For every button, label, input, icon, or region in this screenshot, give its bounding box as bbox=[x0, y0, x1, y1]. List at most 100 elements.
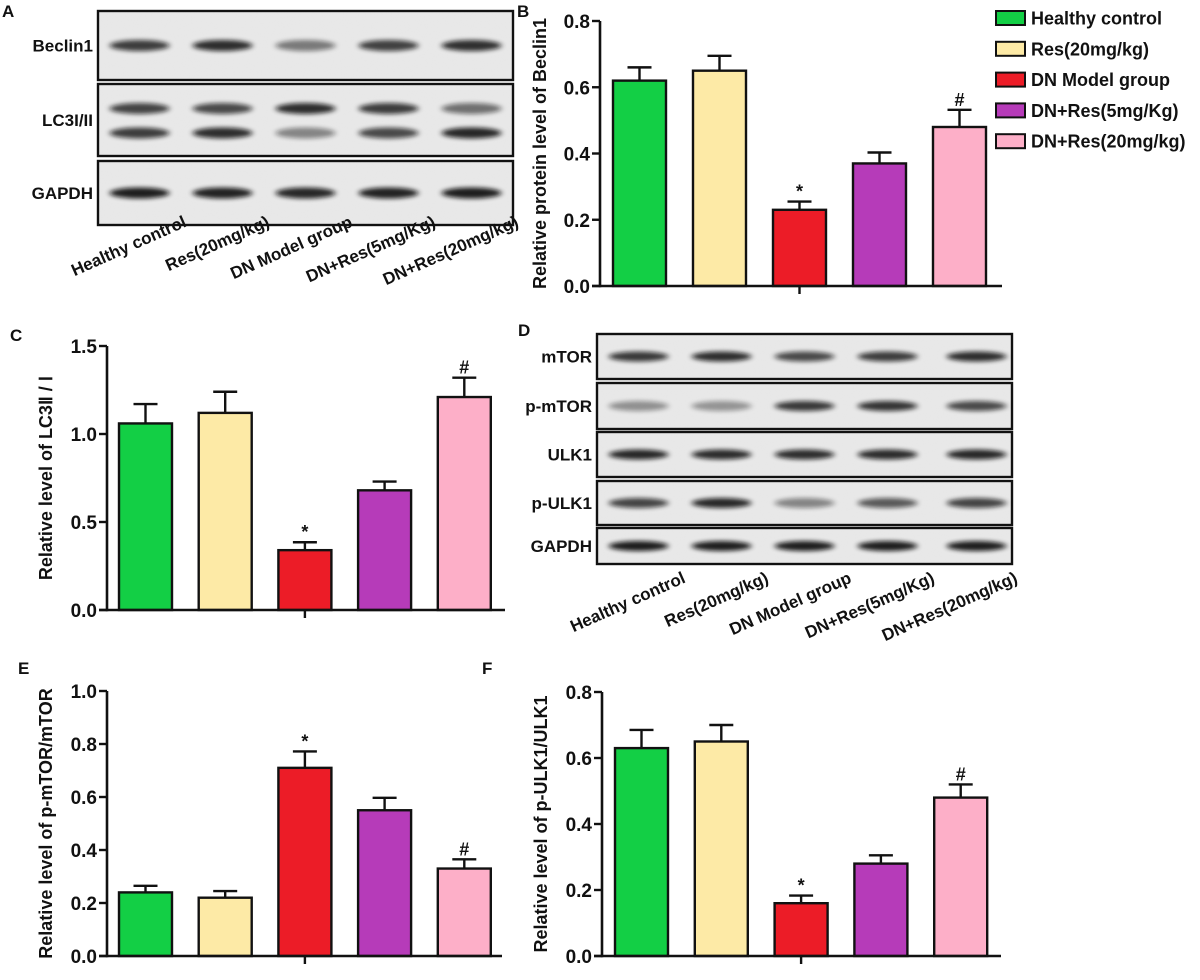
blot-row-label: p-mTOR bbox=[525, 397, 592, 416]
significance-hash: # bbox=[954, 90, 964, 110]
panel-letter-a: A bbox=[2, 2, 14, 21]
blot-row-label: GAPDH bbox=[32, 184, 93, 203]
blot-texture bbox=[99, 85, 512, 155]
protein-band bbox=[192, 40, 253, 51]
bar-dn-res-20mg-kg bbox=[933, 796, 989, 958]
y-tick-label: 0.8 bbox=[566, 683, 592, 704]
significance-asterisk: * bbox=[301, 731, 308, 751]
bar-dn-res-5mg-kg bbox=[851, 162, 908, 288]
protein-band bbox=[946, 449, 1007, 460]
protein-band bbox=[774, 449, 835, 460]
protein-band bbox=[774, 498, 835, 508]
y-tick-label: 0.0 bbox=[71, 601, 97, 622]
y-tick-label: 0.6 bbox=[564, 78, 590, 99]
protein-band bbox=[691, 541, 752, 551]
panel-letter-d: D bbox=[518, 321, 530, 340]
legend-item-dn-res-20mg-kg: DN+Res(20mg/kg) bbox=[995, 132, 1186, 152]
protein-band bbox=[608, 401, 669, 411]
protein-band bbox=[275, 127, 336, 139]
y-tick-label: 0.8 bbox=[71, 735, 97, 756]
legend-swatch bbox=[995, 133, 1026, 150]
panel-letter-b: B bbox=[517, 2, 529, 21]
protein-band bbox=[192, 102, 253, 114]
y-tick-label: 0.6 bbox=[71, 788, 97, 809]
protein-band bbox=[358, 127, 419, 139]
blot-row-p-mtor: p-mTOR bbox=[525, 381, 1014, 431]
significance-asterisk: * bbox=[301, 522, 308, 542]
y-tick-label: 0.2 bbox=[71, 894, 97, 915]
blot-row-label: LC3I/II bbox=[42, 111, 93, 130]
legend-swatch bbox=[995, 40, 1026, 57]
bar-dn-res-5mg-kg bbox=[853, 862, 909, 958]
legend-item-healthy-control: Healthy control bbox=[995, 9, 1162, 29]
protein-band bbox=[192, 187, 253, 199]
y-tick-label: 0.4 bbox=[71, 841, 98, 862]
protein-band bbox=[691, 351, 752, 362]
bar-dn-model-group bbox=[277, 548, 333, 612]
legend-label: DN+Res(5mg/Kg) bbox=[1031, 101, 1179, 121]
protein-band bbox=[608, 351, 669, 362]
protein-band bbox=[857, 498, 918, 508]
legend-item-dn-res-5mg-kg: DN+Res(5mg/Kg) bbox=[995, 101, 1179, 121]
bar-healthy-control bbox=[117, 422, 174, 612]
bar-res-20mg-kg bbox=[197, 411, 253, 612]
y-tick-label: 1.0 bbox=[71, 682, 97, 703]
protein-band bbox=[946, 401, 1007, 411]
protein-band bbox=[275, 40, 336, 51]
y-tick-label: 0.0 bbox=[566, 947, 592, 968]
protein-band bbox=[358, 40, 419, 51]
y-axis-label: Relative level of LC3Ⅱ / Ⅰ bbox=[36, 376, 56, 580]
protein-band bbox=[358, 187, 419, 199]
bar-dn-model-group bbox=[773, 902, 829, 958]
protein-band bbox=[857, 541, 918, 551]
legend-item-dn-model-group: DN Model group bbox=[995, 70, 1170, 90]
legend-swatch bbox=[995, 102, 1026, 119]
bar-res-20mg-kg bbox=[197, 896, 253, 958]
bar-res-20mg-kg bbox=[693, 740, 749, 958]
y-tick-label: 1.0 bbox=[71, 425, 97, 446]
blot-row-p-ulk1: p-ULK1 bbox=[532, 479, 1014, 527]
bar-dn-model-group bbox=[771, 208, 828, 288]
protein-band bbox=[857, 401, 918, 411]
bar-chart-lc3: * #0.0 0.5 1.0 1.5 Relative level of LC3Ⅱ / Ⅰ bbox=[36, 337, 505, 622]
blot-row-ulk1: ULK1 bbox=[548, 430, 1014, 479]
protein-band bbox=[608, 449, 669, 460]
y-tick-label: 0.2 bbox=[566, 881, 592, 902]
bar-dn-res-5mg-kg bbox=[356, 809, 413, 958]
bar-dn-res-20mg-kg bbox=[931, 125, 988, 288]
y-tick-label: 0.0 bbox=[71, 947, 97, 968]
blot-row-gapdh: GAPDH bbox=[531, 526, 1014, 566]
protein-band bbox=[441, 102, 502, 114]
significance-hash: # bbox=[459, 839, 469, 859]
bar-chart-p-ulk1: * #0.0 0.2 0.4 0.6 0.8 Relative level of p-ULK… bbox=[531, 683, 1001, 968]
y-tick-label: 0.5 bbox=[71, 513, 98, 534]
legend-label: DN Model group bbox=[1031, 70, 1170, 90]
bar-healthy-control bbox=[117, 891, 174, 958]
legend-label: Res(20mg/kg) bbox=[1031, 39, 1149, 59]
protein-band bbox=[109, 187, 170, 199]
y-tick-label: 0.0 bbox=[564, 277, 590, 298]
y-tick-label: 0.4 bbox=[564, 145, 591, 166]
panel-letter-c: C bbox=[10, 326, 22, 345]
bar-dn-model-group bbox=[277, 766, 333, 958]
legend-label: Healthy control bbox=[1031, 9, 1162, 29]
legend: Healthy control Res(20mg/kg) DN Model grou… bbox=[995, 9, 1186, 152]
blot-row-label: Beclin1 bbox=[33, 37, 93, 56]
blot-row-label: mTOR bbox=[541, 348, 592, 367]
protein-band bbox=[441, 187, 502, 199]
protein-band bbox=[441, 40, 502, 51]
legend-swatch bbox=[995, 71, 1026, 88]
protein-band bbox=[774, 401, 835, 411]
protein-band bbox=[608, 541, 669, 551]
blot-row-beclin1: Beclin1 bbox=[33, 9, 515, 82]
bar-res-20mg-kg bbox=[691, 69, 748, 288]
protein-band bbox=[857, 449, 918, 460]
protein-band bbox=[441, 127, 502, 139]
protein-band bbox=[857, 351, 918, 362]
y-tick-label: 0.6 bbox=[566, 749, 592, 770]
protein-band bbox=[608, 498, 669, 508]
significance-asterisk: * bbox=[798, 876, 805, 896]
